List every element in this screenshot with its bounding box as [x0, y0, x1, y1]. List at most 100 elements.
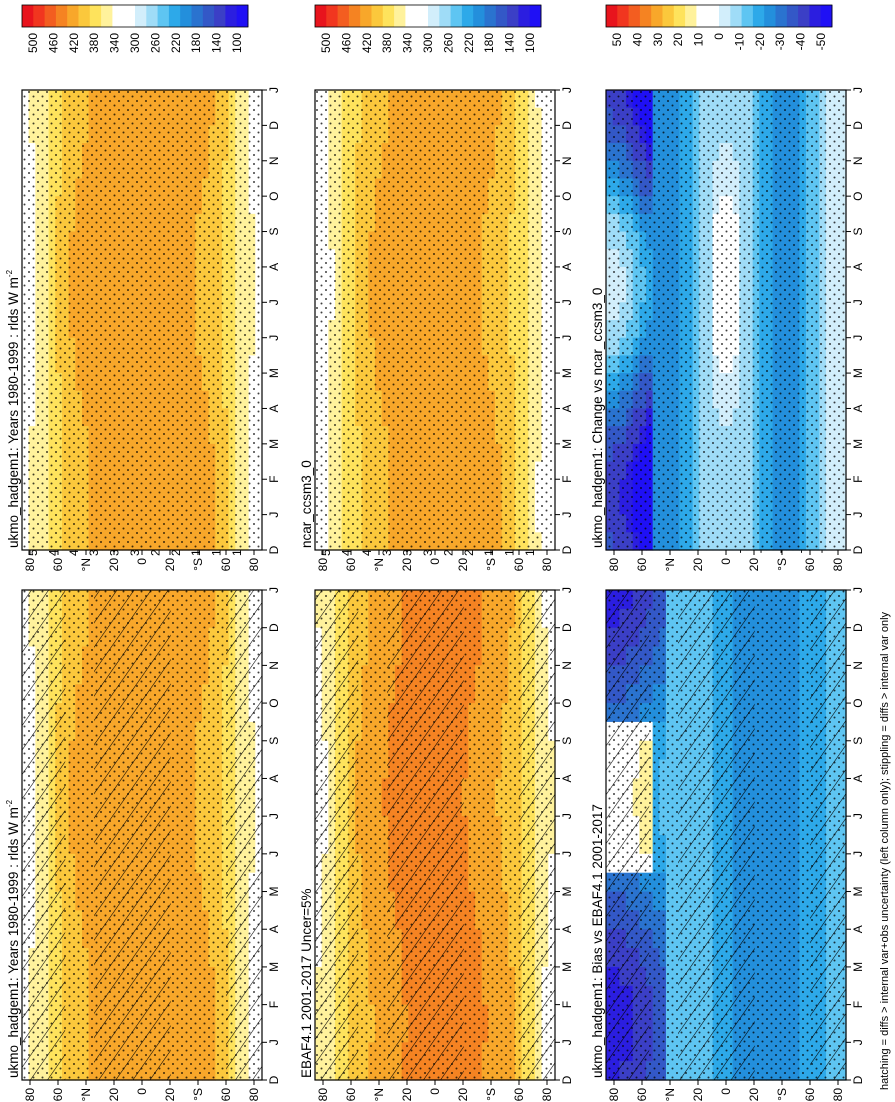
colorbar-label: 180: [482, 33, 496, 53]
month-tick-label: J: [267, 587, 281, 593]
lat-tick-label: 60: [512, 1088, 526, 1102]
lat-tick-label: 60: [344, 558, 358, 572]
colorbar-label: 460: [46, 33, 60, 53]
colorbar-swatch: [529, 5, 542, 27]
month-tick-label: D: [560, 121, 574, 130]
lat-tick-label: 80: [247, 1088, 261, 1102]
lat-tick-label: °S: [191, 558, 205, 571]
month-tick-label: N: [267, 156, 281, 165]
colorbar-swatch: [315, 5, 327, 27]
colorbar-swatch: [191, 5, 204, 27]
colorbar-swatch: [348, 5, 361, 27]
colorbar-label: 500: [319, 33, 333, 53]
month-tick-label: N: [560, 156, 574, 165]
panel-title: ukmo_hadgem1: Years 1980-1999 : rlds W m…: [5, 799, 21, 1078]
hatching-overlay: [387, 590, 464, 1080]
lat-tick-label: 20: [456, 558, 470, 572]
month-tick-label: A: [560, 404, 574, 412]
colorbar-swatch: [450, 5, 463, 27]
month-tick-label: A: [560, 774, 574, 782]
month-tick-label: A: [560, 925, 574, 933]
colorbar-label: 220: [462, 33, 476, 53]
month-tick-label: D: [267, 121, 281, 130]
panel-p4: ncar_ccsm3_080 60 °N 20 0 20 °S 60 80DJFMAMJJASO…: [299, 4, 574, 572]
month-tick-label: J: [267, 1039, 281, 1045]
lat-tick-label: 80: [23, 1088, 37, 1102]
month-tick-label: D: [267, 623, 281, 632]
lat-tick-label: 20: [163, 1088, 177, 1102]
colorbar-swatch: [518, 5, 531, 27]
colorbar-swatch: [461, 5, 474, 27]
colorbar-swatch: [236, 5, 249, 27]
lat-tick-label: 60: [51, 558, 65, 572]
colorbar-swatch: [44, 5, 57, 27]
colorbar-swatch: [394, 5, 406, 27]
colorbar-swatch: [135, 5, 147, 27]
colorbar-swatch: [360, 5, 372, 27]
month-tick-label: F: [560, 476, 574, 483]
colorbar-label: 420: [360, 33, 374, 53]
colorbar-swatch: [55, 5, 68, 27]
colorbar-swatch: [371, 5, 384, 27]
month-tick-label: J: [267, 335, 281, 341]
month-tick-label: J: [560, 1039, 574, 1045]
month-tick-label: S: [560, 737, 574, 745]
panel-title: ukmo_hadgem1: Years 1980-1999 : rlds W m…: [5, 269, 21, 548]
colorbar-label: 140: [210, 33, 224, 53]
panel-p2: ukmo_hadgem1: Years 1980-1999 : rlds W m…: [5, 4, 281, 572]
month-tick-label: A: [267, 404, 281, 412]
colorbar-label: 460: [339, 33, 353, 53]
colorbar-label: 420: [67, 33, 81, 53]
lat-tick-label: 0: [428, 1088, 442, 1095]
colorbar-swatch: [439, 5, 451, 27]
month-tick-label: J: [267, 512, 281, 518]
month-tick-label: J: [267, 87, 281, 93]
colorbar-label: 220: [169, 33, 183, 53]
colorbar-swatch: [484, 5, 497, 27]
lat-tick-label: 20: [400, 1088, 414, 1102]
hatching-overlay: [94, 590, 171, 1080]
lat-tick-label: 20: [107, 558, 121, 572]
lat-tick-label: 60: [219, 1088, 233, 1102]
hatching-overlay: [226, 590, 262, 1080]
colorbar-swatch: [326, 5, 338, 27]
month-tick-label: M: [267, 962, 281, 972]
month-tick-label: F: [267, 476, 281, 483]
panel-title: ncar_ccsm3_0: [299, 460, 314, 548]
month-tick-label: N: [267, 661, 281, 670]
month-tick-label: M: [560, 439, 574, 449]
colorbar-label: 100: [523, 33, 537, 53]
colorbar-label: 380: [87, 33, 101, 53]
colorbar-swatch: [168, 5, 181, 27]
colorbar-swatch: [157, 5, 170, 27]
colorbar-label: 260: [148, 33, 162, 53]
colorbar-label: 140: [503, 33, 517, 53]
colorbar-swatch: [337, 5, 350, 27]
month-tick-label: O: [560, 191, 574, 200]
month-tick-label: D: [267, 1075, 281, 1084]
lat-tick-label: °S: [484, 1088, 498, 1101]
stippling-overlay: [315, 90, 555, 550]
lat-tick-label: 60: [219, 558, 233, 572]
colorbar-label: 100: [230, 33, 244, 53]
colorbar-swatch: [123, 5, 136, 27]
lat-tick-label: 20: [163, 558, 177, 572]
month-tick-label: J: [267, 851, 281, 857]
lat-tick-label: °N: [79, 558, 93, 571]
lat-tick-label: 0: [428, 558, 442, 565]
lat-tick-label: °N: [79, 1088, 93, 1101]
month-tick-label: D: [267, 545, 281, 554]
title-superscript: -2: [5, 799, 14, 807]
hatching-overlay: [519, 590, 555, 1080]
month-tick-label: O: [267, 191, 281, 200]
hatching-overlay: [315, 590, 359, 1080]
lat-tick-label: °S: [191, 1088, 205, 1101]
lat-tick-label: 80: [23, 558, 37, 572]
month-tick-label: N: [560, 661, 574, 670]
colorbar-frame: [314, 4, 542, 28]
month-tick-label: S: [560, 228, 574, 236]
lat-tick-label: 60: [344, 1088, 358, 1102]
